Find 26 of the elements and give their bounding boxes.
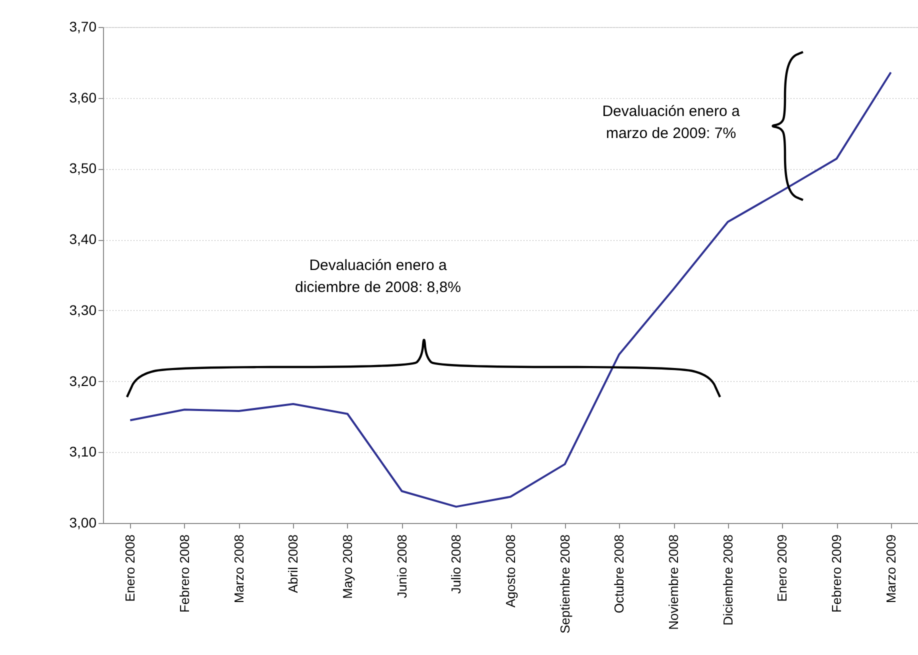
x-tick-label: Mayo 2008	[340, 534, 355, 599]
y-tick-label: 3,30	[69, 302, 97, 318]
y-tick-label: 3,20	[69, 372, 97, 389]
x-tick-label: Enero 2008	[122, 534, 138, 602]
annotation: Devaluación enero a diciembre de 2008: 8,8%	[295, 257, 461, 296]
x-tick-label: Agosto 2008	[503, 534, 518, 608]
y-tick-label: 3,50	[69, 160, 97, 176]
y-tick-label: 3,60	[69, 89, 97, 106]
annotation: Devaluación enero a marzo de 2009: 7%	[602, 103, 740, 142]
x-tick-label: Junio 2008	[394, 534, 410, 598]
x-tick-label: Marzo 2009	[883, 534, 898, 604]
x-tick-label: Octubre 2008	[612, 534, 627, 614]
y-tick-label: 3,10	[69, 444, 97, 460]
x-tick-label: Julio 2008	[448, 534, 464, 594]
line-series	[129, 71, 892, 508]
y-tick-label: 3,00	[69, 514, 97, 530]
x-tick-label: Abril 2008	[286, 534, 301, 594]
x-tick-label: Diciembre 2008	[720, 534, 736, 626]
x-tick-label: Septiembre 2008	[557, 534, 572, 634]
x-tick-label: Febrero 2008	[177, 534, 192, 613]
x-tick-label: Enero 2009	[774, 534, 790, 602]
y-tick-label: 3,70	[69, 18, 97, 34]
x-tick-label: Marzo 2008	[231, 534, 246, 604]
x-tick-label: Noviembre 2008	[666, 534, 681, 630]
y-tick-label: 3,40	[69, 231, 97, 248]
x-tick-label: Febrero 2009	[829, 534, 844, 613]
